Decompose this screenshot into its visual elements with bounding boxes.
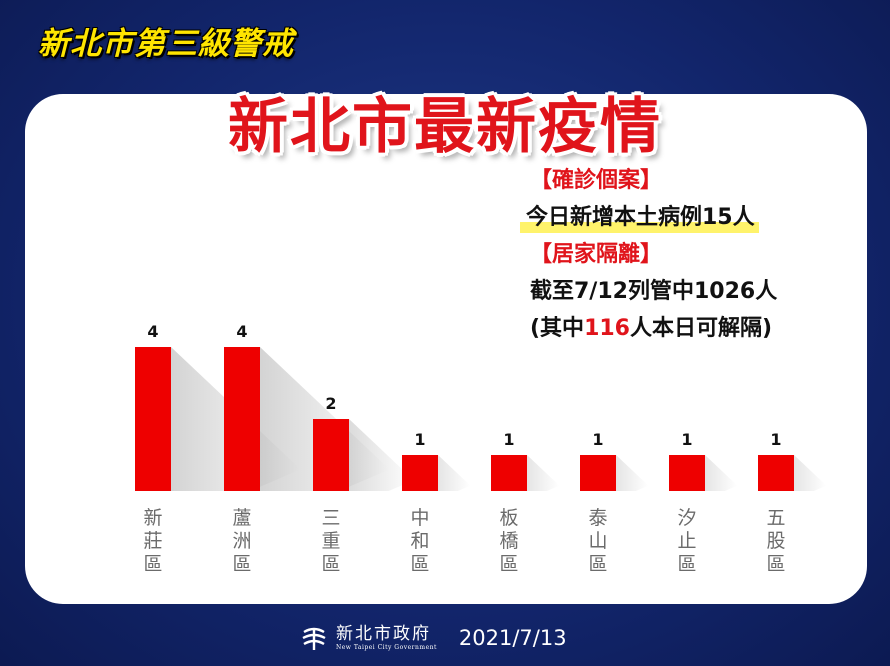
bar [224,347,260,491]
bar-value-label: 1 [503,430,514,449]
category-label: 三重區 [321,507,340,575]
confirmed-cases-text: 今日新增本土病例15人 [520,199,759,236]
home-quarantine-header: 【居家隔離】 [530,242,663,267]
publish-date: 2021/7/13 [458,626,567,650]
bar [135,347,171,491]
release-prefix: (其中 [530,316,585,341]
quarantine-count-text: 截至7/12列管中1026人 [530,279,778,304]
footer: 新北市政府 New Taipei City Government 2021/7/… [300,618,567,658]
new-taipei-logo-icon [302,627,326,650]
bar-value-label: 1 [592,430,603,449]
bar-value-label: 1 [770,430,781,449]
bar-value-label: 1 [414,430,425,449]
bar [669,455,705,491]
release-suffix: 人本日可解隔) [630,316,773,341]
category-label: 中和區 [410,507,429,575]
bar [758,455,794,491]
case-info-panel: 【確診個案】 今日新增本土病例15人 【居家隔離】 截至7/12列管中1026人… [520,162,850,347]
release-number: 116 [584,316,630,341]
page-title: 新北市最新疫情 [228,92,662,162]
bar-value-label: 4 [236,322,247,341]
logo-zh: 新北市政府 [336,623,431,644]
category-label: 蘆洲區 [232,507,251,575]
category-label: 板橋區 [499,507,518,575]
bar [491,455,527,491]
bar-value-label: 4 [147,322,158,341]
confirmed-cases-header: 【確診個案】 [530,168,663,193]
government-logo-text: 新北市政府 New Taipei City Government [336,623,437,652]
category-label: 五股區 [766,507,785,575]
bar [580,455,616,491]
bar [402,455,438,491]
category-label: 新莊區 [143,507,162,575]
bar-value-label: 1 [681,430,692,449]
logo-en: New Taipei City Government [336,643,437,651]
alert-level-banner: 新北市第三級警戒 [38,26,294,62]
release-line: (其中116人本日可解隔) [530,310,850,347]
bar-value-label: 2 [325,394,336,413]
category-label: 泰山區 [588,507,607,575]
category-label: 汐止區 [677,507,696,575]
bar [313,419,349,491]
